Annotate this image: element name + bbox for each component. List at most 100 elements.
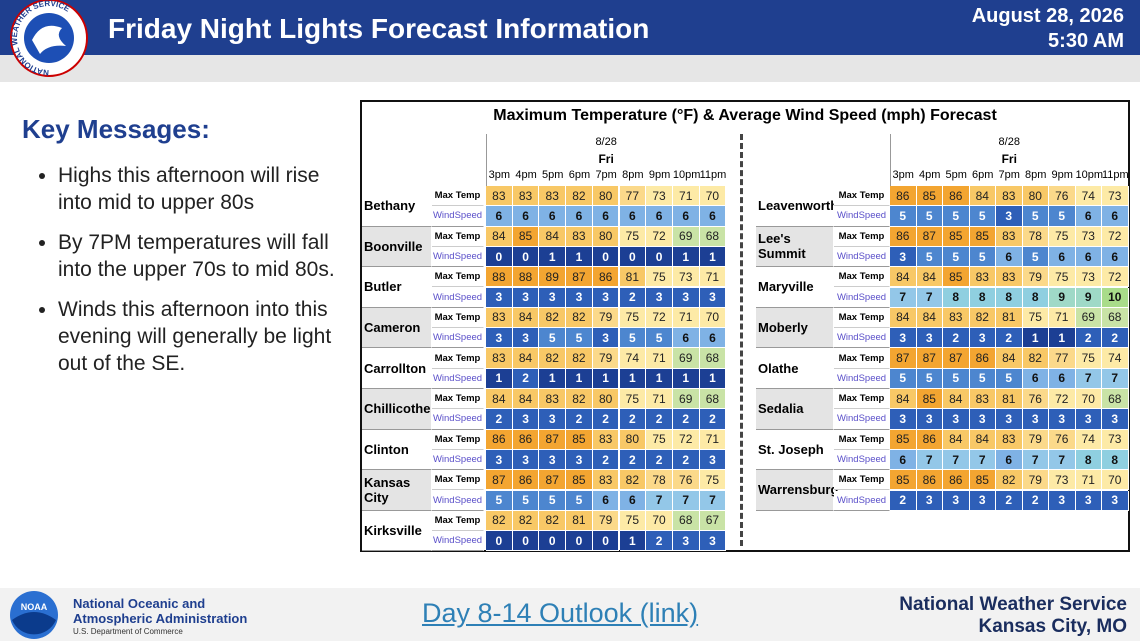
wind-cell: 3: [916, 490, 943, 511]
temp-cell: 69: [672, 226, 700, 247]
wind-cell: 6: [1102, 246, 1129, 268]
wind-cell: 3: [943, 409, 970, 430]
temp-cell: 84: [969, 429, 996, 450]
temp-cell: 87: [916, 226, 943, 247]
temp-cell: 87: [486, 470, 513, 491]
wind-cell: 1: [672, 368, 700, 389]
hour-label: 8pm: [1025, 169, 1047, 181]
temp-cell: 88: [512, 267, 540, 288]
wind-cell: 5: [943, 368, 970, 389]
temp-cell: 72: [672, 429, 700, 450]
wind-cell: 1: [619, 368, 647, 389]
wind-cell: 6: [996, 246, 1023, 268]
temp-cell: 84: [890, 389, 917, 410]
temp-cell: 86: [916, 429, 943, 450]
temp-cell: 85: [916, 389, 943, 410]
wind-cell: 6: [486, 206, 513, 227]
wind-cell: 10: [1102, 287, 1129, 308]
temp-cell: 82: [512, 510, 540, 532]
outlook-link[interactable]: Day 8-14 Outlook (link): [422, 598, 699, 628]
wind-cell: 6: [699, 328, 727, 349]
wind-cell: 7: [1102, 368, 1129, 389]
temp-cell: 84: [512, 307, 540, 329]
wind-cell: 3: [539, 287, 567, 308]
temp-cell: 76: [1049, 429, 1076, 450]
hour-label: 3pm: [488, 169, 511, 181]
wind-cell: 8: [996, 287, 1023, 308]
hour-label: 11pm: [699, 169, 727, 181]
temp-cell: 69: [1075, 307, 1102, 329]
wind-cell: 7: [1022, 449, 1049, 471]
temp-cell: 76: [1049, 186, 1076, 207]
wind-cell: 2: [996, 328, 1023, 349]
temp-cell: 85: [916, 186, 943, 207]
temp-cell: 82: [539, 348, 567, 369]
city: Carrollton: [362, 348, 432, 389]
hour-label: 5pm: [542, 169, 564, 181]
wind-cell: 3: [1102, 409, 1129, 430]
divider: [740, 134, 743, 546]
temp-cell: 83: [996, 186, 1023, 207]
wind-cell: 6: [699, 206, 727, 227]
temp-cell: 83: [996, 429, 1023, 450]
wind-cell: 5: [969, 246, 996, 268]
temp-cell: 75: [646, 267, 673, 288]
bullets: Highs this afternoon will rise into mid …: [22, 162, 338, 377]
wind-cell: 1: [592, 368, 620, 389]
temp-cell: 81: [996, 389, 1023, 410]
temp-cell: 79: [592, 307, 620, 329]
wind-cell: 8: [1102, 449, 1129, 471]
temp-cell: 80: [592, 186, 620, 207]
wind-cell: 0: [512, 531, 540, 552]
temp-cell: 72: [1102, 226, 1129, 247]
wind-cell: 3: [969, 328, 996, 349]
wind-cell: 3: [916, 328, 943, 349]
wind-cell: 3: [699, 531, 727, 552]
temp-cell: 70: [1075, 389, 1102, 410]
temp-cell: 75: [619, 226, 647, 247]
temp-cell: 74: [1075, 429, 1102, 450]
wind-cell: 0: [592, 246, 620, 268]
wind-cell: 1: [566, 368, 593, 389]
temp-cell: 81: [996, 307, 1023, 329]
temp-label: Max Temp: [834, 470, 890, 491]
wind-cell: 5: [646, 328, 673, 349]
wind-cell: 0: [619, 246, 647, 268]
temp-cell: 72: [1102, 267, 1129, 288]
wind-cell: 7: [916, 449, 943, 471]
wind-cell: 7: [943, 449, 970, 471]
temp-cell: 88: [486, 267, 513, 288]
wind-cell: 3: [1102, 490, 1129, 511]
wind-label: WindSpeed: [834, 490, 890, 511]
city: St. Joseph: [756, 429, 834, 471]
temp-cell: 84: [969, 186, 996, 207]
wind-cell: 2: [646, 531, 673, 552]
wind-label: WindSpeed: [834, 409, 890, 430]
temp-cell: 73: [1075, 226, 1102, 247]
wind-cell: 2: [592, 409, 620, 430]
temp-cell: 83: [996, 226, 1023, 247]
wind-label: WindSpeed: [432, 409, 484, 430]
temp-cell: 87: [916, 348, 943, 369]
temp-cell: 86: [512, 470, 540, 491]
wind-cell: 1: [539, 246, 567, 268]
wind-cell: 2: [1102, 328, 1129, 349]
wind-cell: 1: [1022, 328, 1049, 349]
temp-cell: 82: [566, 389, 593, 410]
temp-cell: 85: [943, 226, 970, 247]
temp-cell: 84: [916, 267, 943, 288]
temp-cell: 68: [1102, 307, 1129, 329]
city: Maryville: [756, 267, 834, 308]
city: Kirksville: [362, 510, 432, 552]
wind-cell: 2: [1022, 490, 1049, 511]
temp-cell: 82: [566, 307, 593, 329]
wind-cell: 5: [996, 368, 1023, 389]
hour-label: 8pm: [622, 169, 644, 181]
temp-cell: 82: [566, 348, 593, 369]
temp-cell: 75: [699, 470, 727, 491]
wind-cell: 7: [969, 449, 996, 471]
wind-cell: 6: [672, 206, 700, 227]
title: Friday Night Lights Forecast Information: [108, 13, 650, 44]
temp-cell: 83: [486, 307, 513, 329]
